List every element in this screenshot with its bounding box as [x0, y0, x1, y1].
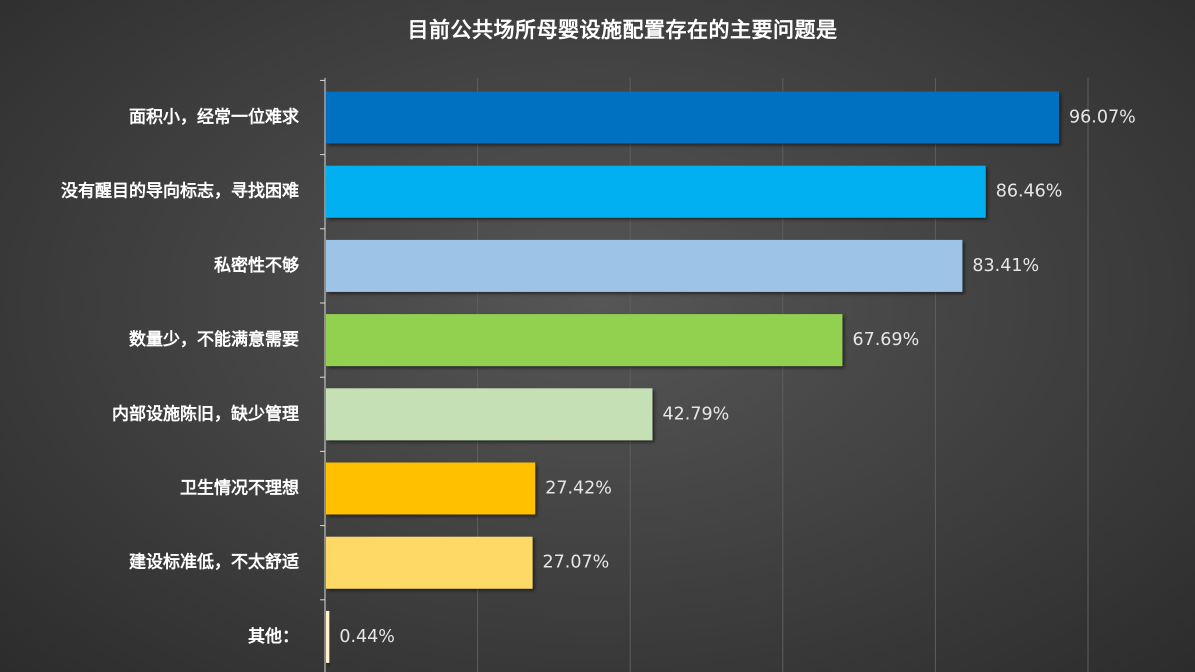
bar-3 [326, 239, 963, 292]
category-label: 面积小，经常一位难求 [129, 107, 299, 128]
category-label: 数量少，不能满意需要 [129, 329, 299, 350]
value-label: 86.46% [996, 182, 1063, 202]
category-label: 内部设施陈旧，缺少管理 [112, 403, 299, 424]
value-label: 67.69% [852, 330, 919, 350]
bar-6 [326, 462, 536, 515]
value-label: 27.42% [545, 479, 612, 499]
category-label: 建设标准低，不太舒适 [129, 552, 299, 573]
bar-4 [326, 314, 843, 367]
value-label: 0.44% [339, 627, 395, 647]
bar-8 [326, 610, 330, 663]
value-label: 83.41% [972, 256, 1039, 276]
labels: 面积小，经常一位难求 96.07% 没有醒目的导向标志，寻找困难 86.46% 私密性不… [61, 79, 1136, 647]
value-label: 27.07% [543, 553, 610, 573]
bars [326, 91, 1060, 663]
bar-2 [326, 165, 986, 218]
category-label: 私密性不够 [214, 255, 299, 276]
chart-title: 目前公共场所母婴设施配置存在的主要问题是 [407, 18, 838, 42]
category-label: 卫生情况不理想 [180, 478, 299, 499]
category-label: 其他： [248, 626, 299, 647]
category-label: 没有醒目的导向标志，寻找困难 [61, 181, 299, 202]
bar-7 [326, 536, 533, 589]
value-label: 42.79% [662, 404, 729, 424]
value-label: 96.07% [1069, 108, 1136, 128]
bar-5 [326, 388, 653, 441]
bar-1 [326, 91, 1060, 144]
